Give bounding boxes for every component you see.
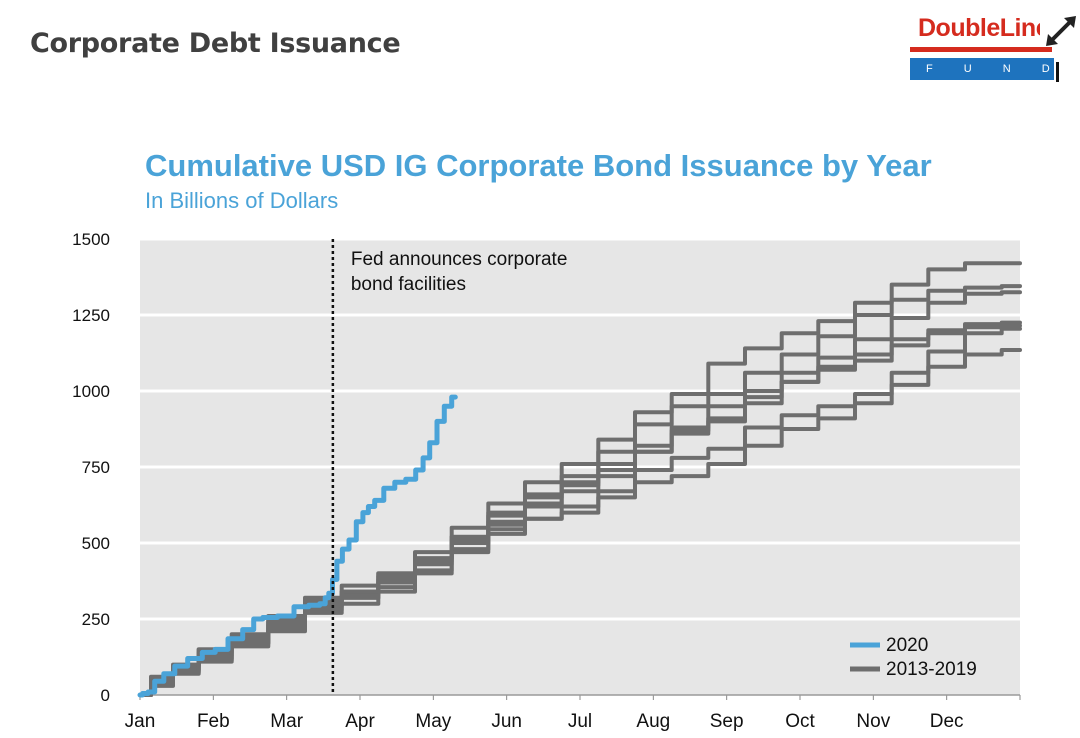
- y-tick-label: 250: [82, 610, 110, 629]
- page-title: Corporate Debt Issuance: [30, 28, 401, 59]
- doubleline-logo: DoubleLine F U N D S: [910, 10, 1080, 85]
- x-tick-label: Jul: [568, 711, 592, 732]
- y-tick-label: 0: [101, 686, 110, 705]
- x-tick-label: Sep: [710, 711, 744, 732]
- x-tick-label: Feb: [197, 711, 230, 732]
- x-tick-label: Apr: [345, 711, 375, 732]
- annotation-label: Fed announces corporate: [351, 249, 568, 270]
- chart-title: Cumulative USD IG Corporate Bond Issuanc…: [145, 148, 932, 183]
- legend-label: 2020: [886, 635, 928, 656]
- series-line-historical: [138, 284, 1022, 697]
- logo-tick: [1056, 62, 1059, 82]
- x-tick-label: May: [415, 711, 451, 732]
- y-tick-label: 1500: [72, 230, 110, 249]
- logo-wordmark: DoubleLine: [918, 14, 1040, 42]
- x-tick-label: Aug: [636, 711, 670, 732]
- y-tick-label: 750: [82, 458, 110, 477]
- x-tick-label: Mar: [270, 711, 303, 732]
- y-tick-label: 1250: [72, 306, 110, 325]
- logo-funds-bar: F U N D S: [910, 58, 1054, 80]
- x-tick-label: Jan: [125, 711, 156, 732]
- annotation-label: bond facilities: [351, 274, 466, 295]
- expand-arrows-icon[interactable]: [1042, 10, 1080, 50]
- x-tick-label: Dec: [930, 711, 964, 732]
- y-tick-label: 1000: [72, 382, 110, 401]
- series-line-2020: [137, 394, 458, 698]
- chart-subtitle: In Billions of Dollars: [145, 188, 339, 213]
- series-line-historical: [138, 261, 1022, 697]
- x-tick-label: Nov: [856, 711, 890, 732]
- x-tick-label: Jun: [491, 711, 522, 732]
- y-tick-label: 500: [82, 534, 110, 553]
- legend-label: 2013-2019: [886, 659, 977, 680]
- logo-rule: [910, 47, 1052, 52]
- x-tick-label: Oct: [785, 711, 815, 732]
